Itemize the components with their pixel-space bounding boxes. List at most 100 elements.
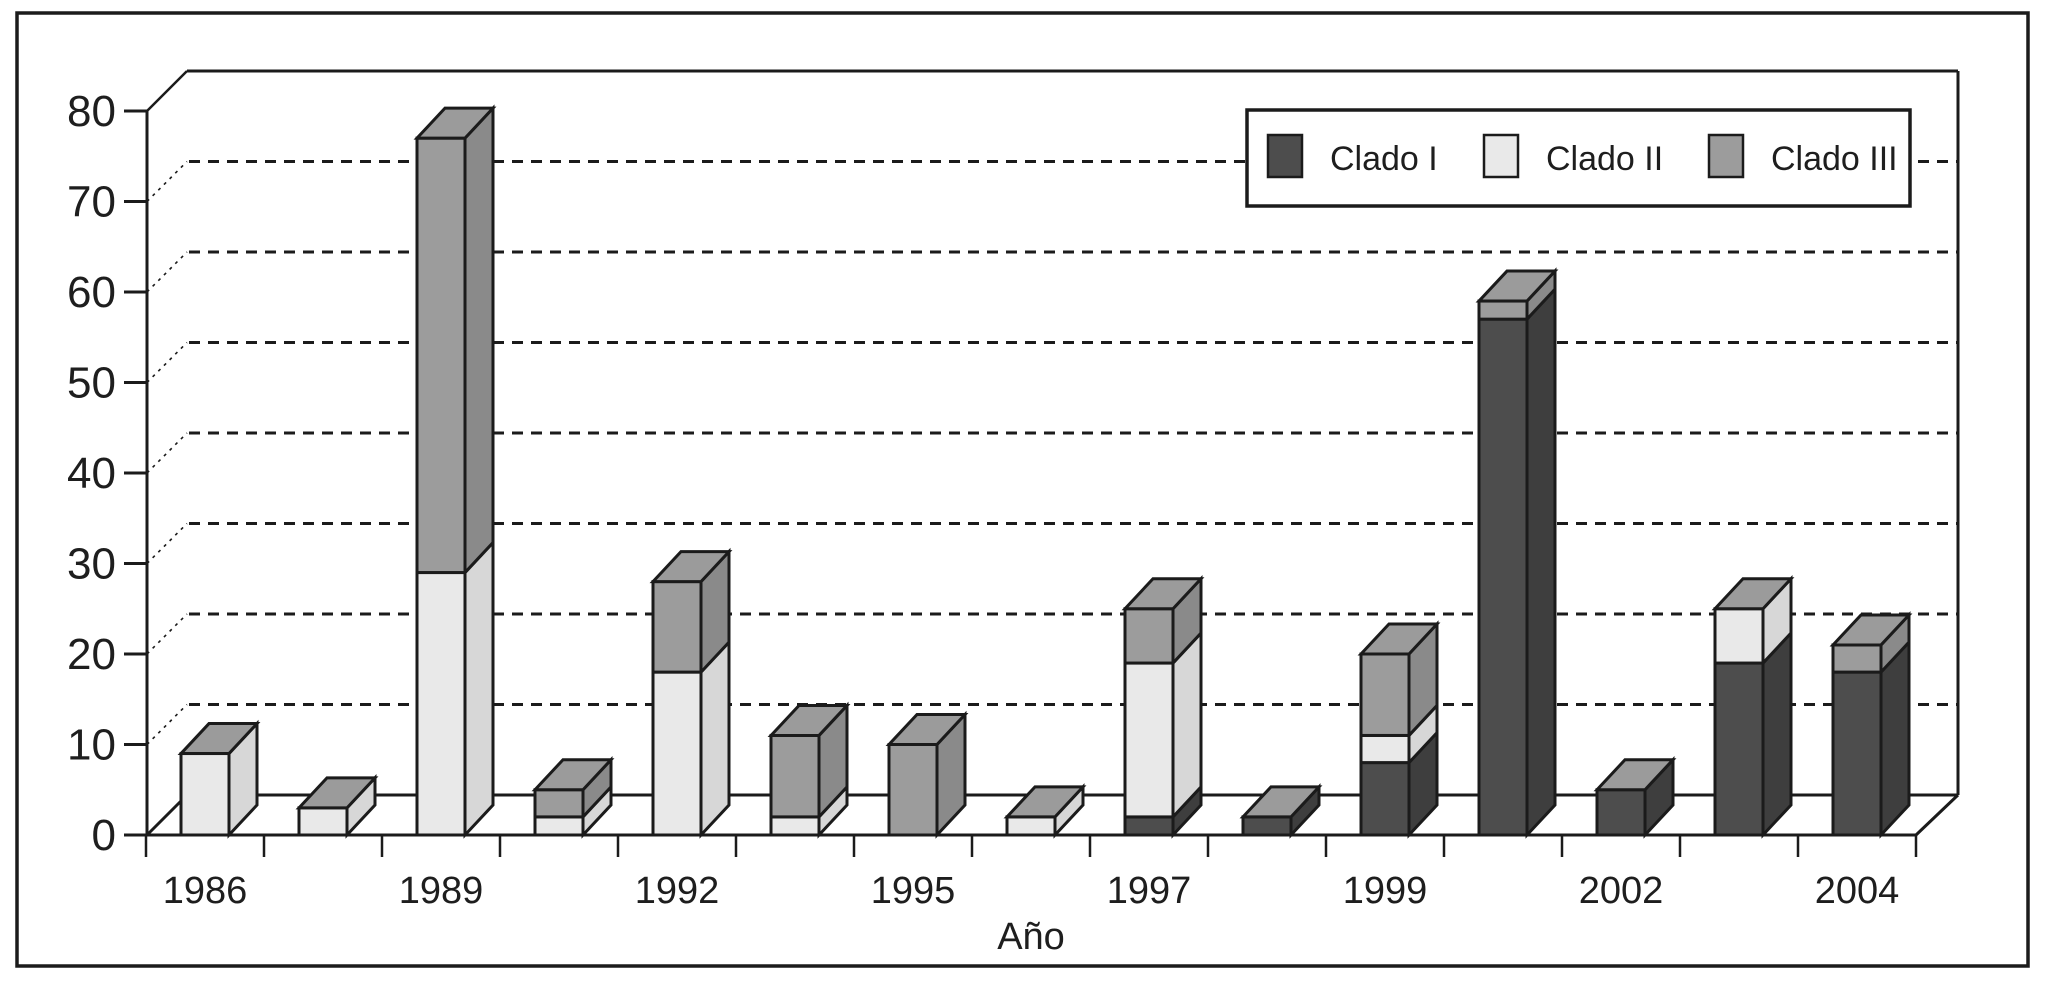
gridline-stub-40 [146, 432, 188, 474]
bar-1992 [651, 580, 703, 837]
bar-top-face [767, 703, 851, 737]
bar-2002 [1595, 788, 1647, 837]
plot-area: 0 10 20 30 40 50 60 70 80 1986 1989 1992 1995 1997 199… [15, 11, 2030, 968]
bar-segment-side-Clado II [463, 538, 495, 839]
bar-slot-8 [1005, 815, 1057, 837]
bar-segment-front-Clado III [651, 580, 703, 674]
floor-right-edge [1914, 793, 1960, 837]
backwall-top-diagonal [146, 70, 188, 112]
bar-1997 [1123, 607, 1175, 837]
x-label-1997: 1997 [1107, 870, 1192, 912]
bar-top-face [1357, 622, 1441, 656]
y-tick-label-20: 20 [67, 630, 116, 679]
x-label-1995: 1995 [871, 870, 956, 912]
bar-segment-front-Clado I [1713, 661, 1765, 837]
bar-top-face [1593, 758, 1677, 792]
bar-top-face [1003, 785, 1087, 819]
y-tick-label-0: 0 [92, 811, 116, 860]
y-tick-label-40: 40 [67, 449, 116, 498]
bar-top-face [1121, 577, 1205, 611]
bar-segment-front-Clado II [1005, 815, 1057, 837]
y-tick-label-50: 50 [67, 359, 116, 408]
y-tick-label-10: 10 [67, 721, 116, 770]
y-tick-label-70: 70 [67, 178, 116, 227]
bar-slot-10 [1241, 815, 1293, 837]
bar-segment-front-Clado III [1359, 652, 1411, 737]
gridline-stub-20 [146, 613, 188, 655]
gridline-stub-10 [146, 703, 188, 746]
legend-label-Clado III: Clado III [1771, 140, 1898, 178]
bar-segment-front-Clado I [1241, 815, 1293, 837]
bar-segment-side-Clado III [463, 104, 495, 577]
bar-slot-14 [1713, 607, 1765, 837]
bar-segment-front-Clado II [533, 815, 585, 837]
bar-segment-side-Clado I [1525, 285, 1557, 839]
legend-swatch-Clado III [1707, 133, 1745, 179]
bar-segment-front-Clado III [1831, 643, 1883, 674]
bar-top-face [413, 106, 497, 140]
legend-label-Clado I: Clado I [1330, 140, 1438, 178]
x-label-1986: 1986 [163, 870, 248, 912]
bar-slot-6 [769, 733, 821, 837]
bar-segment-side-Clado I [1879, 638, 1911, 839]
legend-box [1245, 108, 1912, 208]
bar-segment-front-Clado III [533, 788, 585, 819]
legend-swatch-Clado II [1482, 133, 1520, 179]
bar-segment-front-Clado II [179, 752, 231, 837]
legend-swatch-Clado I [1266, 133, 1304, 179]
x-label-1999: 1999 [1343, 870, 1428, 912]
bar-1999 [1359, 652, 1411, 837]
x-label-1992: 1992 [635, 870, 720, 912]
bar-top-face [885, 713, 969, 746]
x-label-2002: 2002 [1579, 870, 1664, 912]
y-tick-label-30: 30 [67, 540, 116, 589]
bar-segment-front-Clado II [297, 806, 349, 837]
x-label-1989: 1989 [399, 870, 484, 912]
bar-segment-front-Clado II [415, 571, 467, 837]
bar-segment-front-Clado II [651, 670, 703, 837]
gridline-stub-60 [146, 251, 188, 293]
bar-1989 [415, 136, 467, 837]
gridline-stub-50 [146, 341, 188, 384]
legend-label-Clado II: Clado II [1546, 140, 1663, 178]
x-label-2004: 2004 [1815, 870, 1900, 912]
legend: Clado I Clado II Clado III [1245, 108, 1912, 208]
bar-segment-side-Clado II [699, 638, 731, 839]
bar-segment-front-Clado II [1359, 733, 1411, 765]
gridline-stub-30 [146, 522, 188, 565]
x-axis-title: Año [997, 916, 1065, 958]
bar-segment-front-Clado III [415, 136, 467, 575]
bar-segment-front-Clado III [1123, 607, 1175, 665]
bar-top-face [649, 550, 733, 584]
bar-top-face [177, 722, 261, 756]
bar-slot-2 [297, 806, 349, 837]
bar-slot-4 [533, 788, 585, 837]
bar-top-face [1475, 269, 1559, 303]
bar-segment-front-Clado III [887, 743, 939, 837]
bar-top-face [1711, 577, 1795, 611]
bar-segment-front-Clado II [1123, 661, 1175, 819]
bar-2004 [1831, 643, 1883, 837]
bar-segment-front-Clado III [769, 733, 821, 819]
bar-segment-front-Clado I [1477, 317, 1529, 837]
y-tick-label-80: 80 [67, 87, 116, 136]
bar-top-face [531, 758, 615, 792]
bar-top-face [295, 776, 379, 810]
bar-segment-front-Clado I [1831, 670, 1883, 837]
bar-1986 [179, 752, 231, 837]
bar-top-face [1239, 785, 1323, 819]
bar-slot-12 [1477, 299, 1529, 837]
bar-segment-side-Clado I [1761, 629, 1793, 839]
bar-1995 [887, 743, 939, 837]
bar-segment-front-Clado II [769, 815, 821, 837]
bar-segment-front-Clado I [1359, 761, 1411, 837]
bar-top-face [1829, 613, 1913, 647]
bar-segment-front-Clado III [1477, 299, 1529, 321]
bar-segment-front-Clado I [1123, 815, 1175, 837]
gridline-stub-70 [146, 160, 188, 203]
bar-segment-front-Clado I [1595, 788, 1647, 837]
bar-segment-front-Clado II [1713, 607, 1765, 665]
y-tick-label-60: 60 [67, 268, 116, 317]
